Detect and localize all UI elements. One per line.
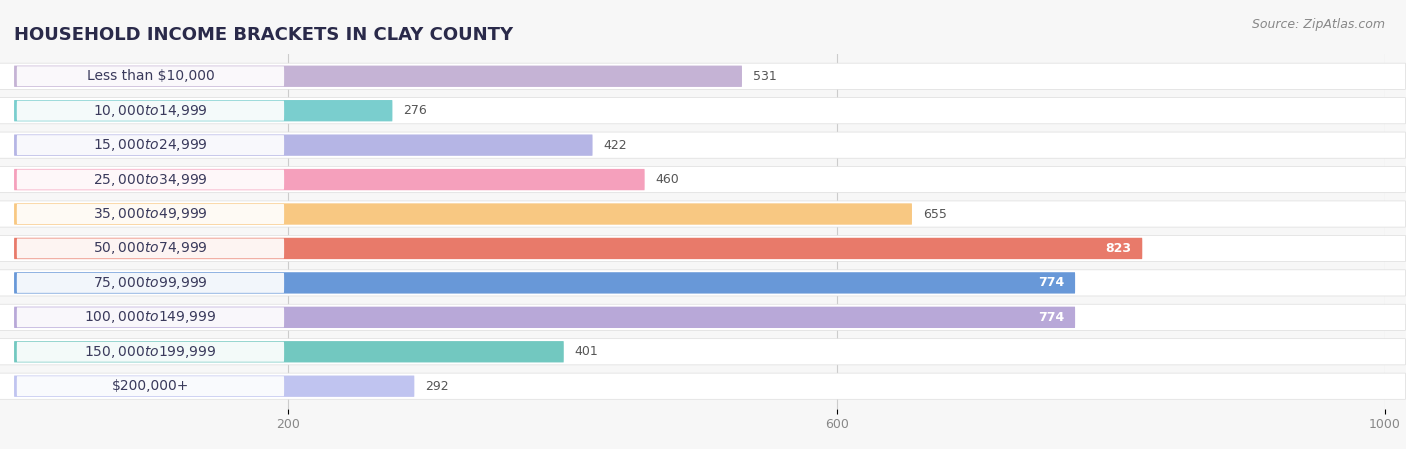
FancyBboxPatch shape [14, 238, 1142, 259]
FancyBboxPatch shape [0, 339, 1406, 365]
FancyBboxPatch shape [14, 66, 742, 87]
Text: $50,000 to $74,999: $50,000 to $74,999 [93, 241, 208, 256]
FancyBboxPatch shape [17, 101, 284, 121]
FancyBboxPatch shape [0, 97, 1406, 124]
Text: $200,000+: $200,000+ [111, 379, 190, 393]
FancyBboxPatch shape [14, 307, 1076, 328]
FancyBboxPatch shape [0, 373, 1406, 399]
Text: 422: 422 [603, 139, 627, 152]
Text: $10,000 to $14,999: $10,000 to $14,999 [93, 103, 208, 119]
Text: 823: 823 [1105, 242, 1132, 255]
Text: HOUSEHOLD INCOME BRACKETS IN CLAY COUNTY: HOUSEHOLD INCOME BRACKETS IN CLAY COUNTY [14, 26, 513, 44]
FancyBboxPatch shape [14, 134, 592, 156]
Text: 460: 460 [655, 173, 679, 186]
FancyBboxPatch shape [0, 235, 1406, 261]
FancyBboxPatch shape [17, 170, 284, 189]
FancyBboxPatch shape [14, 272, 1076, 294]
Text: $25,000 to $34,999: $25,000 to $34,999 [93, 172, 208, 188]
FancyBboxPatch shape [17, 204, 284, 224]
FancyBboxPatch shape [14, 100, 392, 121]
FancyBboxPatch shape [0, 304, 1406, 330]
Text: 401: 401 [575, 345, 599, 358]
Text: Less than $10,000: Less than $10,000 [87, 69, 214, 83]
FancyBboxPatch shape [14, 341, 564, 362]
Text: Source: ZipAtlas.com: Source: ZipAtlas.com [1251, 18, 1385, 31]
FancyBboxPatch shape [0, 63, 1406, 89]
FancyBboxPatch shape [14, 203, 912, 224]
Text: 292: 292 [426, 380, 449, 393]
Text: 531: 531 [754, 70, 776, 83]
FancyBboxPatch shape [17, 376, 284, 396]
FancyBboxPatch shape [17, 342, 284, 362]
Text: $100,000 to $149,999: $100,000 to $149,999 [84, 309, 217, 326]
Text: $75,000 to $99,999: $75,000 to $99,999 [93, 275, 208, 291]
FancyBboxPatch shape [0, 201, 1406, 227]
Text: 276: 276 [404, 104, 427, 117]
FancyBboxPatch shape [17, 308, 284, 327]
FancyBboxPatch shape [17, 66, 284, 86]
FancyBboxPatch shape [0, 132, 1406, 158]
FancyBboxPatch shape [17, 135, 284, 155]
Text: $35,000 to $49,999: $35,000 to $49,999 [93, 206, 208, 222]
FancyBboxPatch shape [14, 375, 415, 397]
Text: $150,000 to $199,999: $150,000 to $199,999 [84, 344, 217, 360]
Text: 655: 655 [922, 207, 946, 220]
Text: $15,000 to $24,999: $15,000 to $24,999 [93, 137, 208, 153]
Text: 774: 774 [1038, 311, 1064, 324]
FancyBboxPatch shape [0, 270, 1406, 296]
FancyBboxPatch shape [17, 238, 284, 259]
FancyBboxPatch shape [17, 273, 284, 293]
FancyBboxPatch shape [14, 169, 644, 190]
FancyBboxPatch shape [0, 167, 1406, 193]
Text: 774: 774 [1038, 277, 1064, 290]
